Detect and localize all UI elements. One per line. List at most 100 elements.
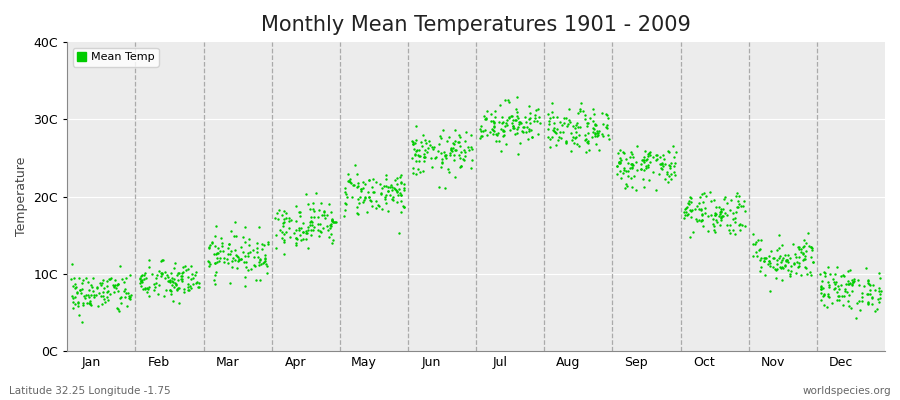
Point — [305, 219, 320, 225]
Point — [712, 204, 726, 210]
Point — [279, 210, 293, 216]
Point — [847, 276, 861, 282]
Point — [573, 108, 588, 114]
Point — [798, 256, 813, 262]
Point — [872, 288, 886, 294]
Point — [752, 246, 767, 252]
Point — [94, 292, 108, 299]
Point — [724, 197, 739, 204]
Point — [753, 257, 768, 263]
Point — [595, 110, 609, 116]
Point — [596, 132, 610, 139]
Point — [428, 155, 443, 162]
Point — [545, 114, 560, 120]
Point — [619, 168, 634, 174]
Point — [74, 290, 88, 296]
Point — [685, 207, 699, 214]
Point — [185, 275, 200, 281]
Point — [302, 222, 317, 228]
Point — [217, 259, 231, 265]
Point — [496, 133, 510, 139]
Point — [616, 150, 631, 156]
Point — [818, 273, 832, 280]
Point — [814, 286, 828, 292]
Point — [499, 141, 513, 147]
Point — [111, 288, 125, 294]
Point — [745, 241, 760, 247]
Point — [169, 281, 184, 288]
Point — [866, 282, 880, 288]
Point — [861, 299, 876, 306]
Point — [683, 194, 698, 200]
Point — [472, 126, 487, 132]
Point — [691, 206, 706, 212]
Point — [373, 181, 387, 188]
Point — [414, 139, 428, 145]
Point — [307, 213, 321, 220]
Point — [600, 114, 615, 121]
Point — [508, 117, 523, 123]
Point — [201, 258, 215, 264]
Point — [509, 109, 524, 115]
Point — [229, 252, 243, 258]
Point — [625, 151, 639, 158]
Point — [445, 148, 459, 154]
Point — [67, 275, 81, 282]
Point — [644, 152, 658, 158]
Point — [437, 153, 452, 160]
Point — [410, 158, 424, 164]
Point — [775, 264, 789, 270]
Point — [642, 150, 656, 156]
Point — [733, 226, 747, 233]
Point — [176, 288, 191, 295]
Y-axis label: Temperature: Temperature — [15, 157, 28, 236]
Point — [643, 149, 657, 156]
Point — [738, 223, 752, 229]
Point — [791, 264, 806, 270]
Point — [324, 209, 338, 215]
Point — [340, 194, 355, 200]
Point — [203, 260, 218, 267]
Point — [523, 114, 537, 121]
Point — [588, 130, 602, 136]
Point — [757, 258, 771, 264]
Point — [95, 277, 110, 283]
Point — [238, 224, 252, 230]
Point — [302, 206, 317, 212]
Point — [680, 210, 695, 217]
Point — [643, 159, 657, 166]
Point — [729, 209, 743, 216]
Point — [567, 140, 581, 146]
Point — [614, 175, 628, 181]
Point — [397, 186, 411, 193]
Point — [313, 221, 328, 228]
Point — [213, 235, 228, 242]
Point — [292, 227, 306, 234]
Point — [788, 260, 802, 267]
Point — [640, 155, 654, 162]
Point — [590, 133, 605, 140]
Point — [387, 185, 401, 191]
Point — [559, 115, 573, 121]
Point — [582, 115, 597, 121]
Point — [505, 120, 519, 126]
Point — [618, 156, 633, 162]
Point — [270, 210, 284, 216]
Point — [529, 107, 544, 113]
Point — [578, 132, 592, 138]
Point — [509, 126, 524, 132]
Point — [289, 226, 303, 233]
Point — [413, 169, 428, 175]
Point — [814, 296, 828, 303]
Point — [326, 219, 340, 226]
Point — [777, 265, 791, 272]
Point — [253, 257, 267, 263]
Point — [564, 137, 579, 143]
Point — [613, 147, 627, 154]
Point — [462, 147, 476, 153]
Point — [390, 181, 404, 187]
Point — [338, 200, 353, 206]
Point — [641, 164, 655, 170]
Text: worldspecies.org: worldspecies.org — [803, 386, 891, 396]
Point — [299, 191, 313, 197]
